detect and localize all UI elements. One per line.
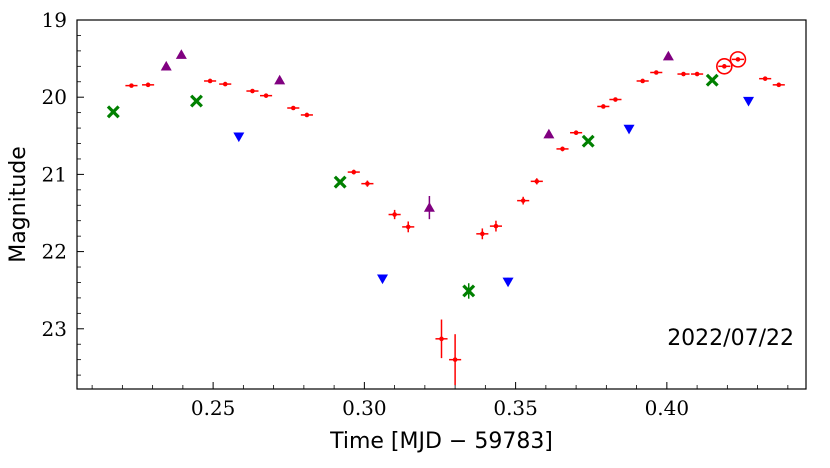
data-point-green — [705, 73, 719, 87]
data-point-red — [493, 223, 499, 229]
data-point-red — [560, 146, 565, 152]
data-point-red — [365, 181, 370, 186]
series-green — [106, 73, 719, 299]
data-point-green — [581, 134, 595, 148]
data-point-red — [290, 105, 296, 111]
data-point-red — [304, 112, 310, 118]
data-point-red — [640, 78, 645, 84]
y-axis-label: Magnitude — [6, 146, 31, 263]
data-marks — [106, 49, 785, 386]
x-tick-label: 0.25 — [191, 396, 236, 420]
series-blue — [233, 96, 755, 288]
data-point-red — [520, 198, 526, 203]
data-point-red — [735, 57, 741, 62]
plot-frame — [76, 19, 807, 390]
data-point-red — [653, 70, 659, 75]
y-tick-label: 20 — [42, 85, 67, 109]
x-tick-label: 0.30 — [342, 396, 387, 420]
series-purple — [160, 49, 674, 220]
data-point-green — [190, 94, 203, 108]
highlight-circle — [729, 51, 747, 68]
data-point-red — [534, 179, 540, 184]
data-point-red — [601, 104, 606, 109]
date-annotation: 2022/07/22 — [667, 326, 794, 351]
data-point-purple — [543, 128, 555, 139]
data-point-green — [333, 175, 347, 189]
data-point-green — [462, 284, 476, 298]
data-point-red — [207, 78, 213, 84]
data-point-purple — [274, 74, 286, 85]
highlight-circle — [716, 58, 733, 75]
axes: 0.25 0.30 0.35 0.40 19 20 21 22 23 — [42, 8, 789, 420]
data-point-purple — [160, 60, 172, 71]
data-point-purple — [662, 50, 674, 61]
data-point-red — [573, 130, 579, 136]
data-point-red — [263, 93, 269, 98]
data-point-purple — [175, 49, 187, 59]
data-point-red — [762, 76, 768, 81]
y-tick-label: 21 — [42, 162, 67, 186]
data-point-purple — [423, 202, 435, 212]
data-point-blue — [377, 274, 389, 285]
data-point-blue — [502, 277, 514, 288]
data-point-blue — [623, 124, 635, 135]
data-point-red — [392, 212, 397, 217]
data-point-red — [722, 64, 727, 69]
data-point-blue — [233, 132, 245, 143]
data-point-red — [694, 71, 700, 77]
series-red — [125, 51, 785, 386]
data-point-red — [222, 81, 228, 87]
y-tick-label: 22 — [42, 240, 67, 264]
x-tick-label: 0.40 — [645, 396, 690, 420]
data-point-red — [129, 83, 134, 88]
data-point-red — [681, 71, 686, 77]
data-point-red — [250, 88, 255, 94]
y-tick-label: 19 — [42, 8, 67, 32]
data-point-red — [480, 231, 485, 237]
data-point-red — [145, 82, 151, 88]
data-point-red — [776, 82, 782, 88]
data-point-blue — [743, 96, 755, 107]
data-point-red — [613, 97, 618, 102]
data-point-red — [405, 224, 411, 230]
y-tick-label: 23 — [42, 317, 67, 341]
x-axis-label: Time [MJD − 59783] — [329, 429, 553, 454]
data-point-green — [106, 105, 120, 119]
data-point-red — [439, 336, 444, 342]
data-point-red — [452, 357, 458, 362]
x-tick-label: 0.35 — [493, 396, 538, 420]
data-point-red — [351, 169, 357, 175]
